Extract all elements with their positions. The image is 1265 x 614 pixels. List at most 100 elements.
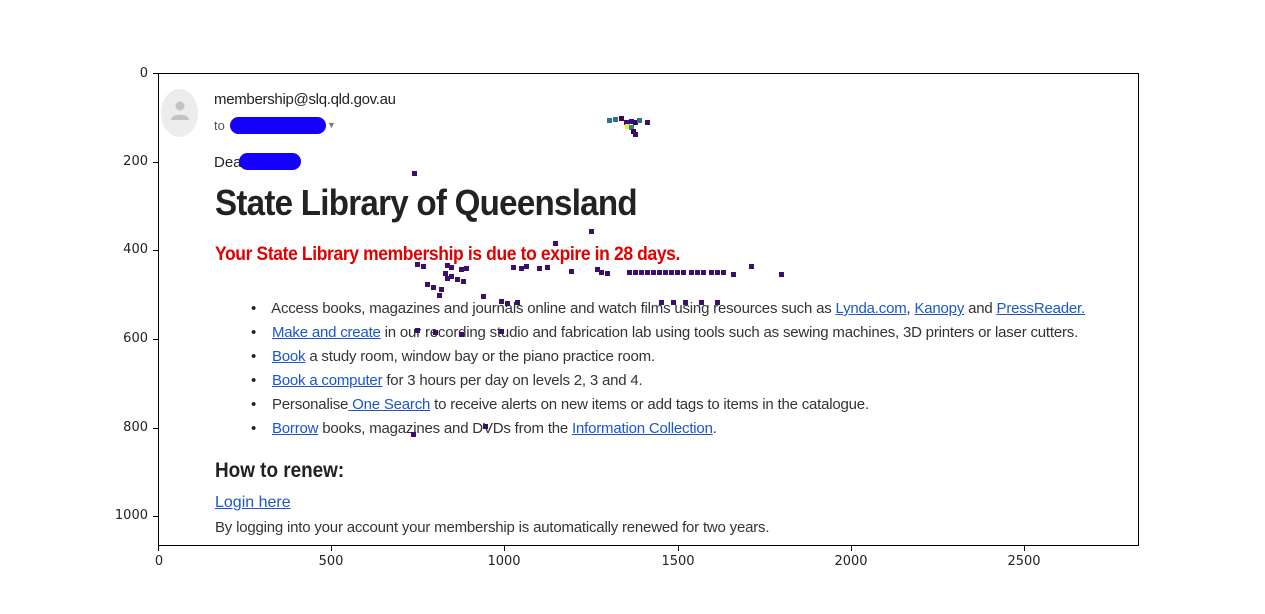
noise-pixel: [657, 270, 662, 275]
noise-pixel: [431, 285, 436, 290]
y-tick-label: 200: [123, 154, 148, 169]
to-prefix: to: [214, 118, 225, 133]
noise-pixel: [701, 270, 706, 275]
noise-pixel: [481, 294, 486, 299]
name-redaction: [239, 153, 301, 170]
noise-pixel: [505, 301, 510, 306]
noise-pixel: [651, 270, 656, 275]
noise-pixel: [633, 270, 638, 275]
noise-pixel: [515, 300, 520, 305]
noise-pixel: [633, 120, 638, 125]
noise-pixel: [663, 270, 668, 275]
noise-pixel: [524, 264, 529, 269]
list-item: Access books, magazines and journals onl…: [251, 297, 1085, 321]
noise-pixel: [437, 293, 442, 298]
list-item: Borrow books, magazines and DVDs from th…: [251, 417, 1085, 441]
noise-pixel: [499, 299, 504, 304]
list-item: Book a computer for 3 hours per day on l…: [251, 369, 1085, 393]
y-tick-mark: [153, 73, 158, 74]
noise-pixel: [553, 241, 558, 246]
noise-pixel: [449, 274, 454, 279]
noise-pixel: [537, 266, 542, 271]
book-room-link[interactable]: Book: [271, 348, 306, 365]
noise-pixel: [779, 272, 784, 277]
benefit-text: for 3 hours per day on levels 2, 3 and 4…: [382, 372, 643, 389]
noise-pixel: [425, 282, 430, 287]
x-tick-label: 1000: [487, 554, 521, 569]
y-tick-mark: [153, 250, 158, 251]
noise-pixel: [731, 272, 736, 277]
x-tick-label: 2500: [1007, 554, 1041, 569]
noise-pixel: [637, 118, 642, 123]
one-search-link[interactable]: One Search: [348, 396, 431, 413]
benefit-text: .: [712, 420, 717, 437]
login-link[interactable]: Login here: [215, 494, 291, 511]
noise-pixel: [629, 125, 634, 130]
noise-pixel: [659, 300, 664, 305]
renew-text: By logging into your account your member…: [215, 519, 770, 536]
noise-pixel: [483, 424, 488, 429]
y-tick-mark: [153, 516, 158, 517]
kanopy-link[interactable]: Kanopy: [914, 300, 965, 317]
noise-pixel: [671, 300, 676, 305]
list-item: Personalise One Search to receive alerts…: [251, 393, 1085, 417]
pressreader-link[interactable]: PressReader.: [996, 300, 1086, 317]
noise-pixel: [631, 129, 636, 134]
noise-pixel: [415, 262, 420, 267]
noise-pixel: [669, 270, 674, 275]
noise-pixel: [415, 328, 420, 333]
noise-pixel: [445, 263, 450, 268]
recipient-redaction: [230, 117, 326, 134]
noise-pixel: [695, 270, 700, 275]
noise-pixel: [627, 270, 632, 275]
noise-pixel: [689, 270, 694, 275]
x-tick-label: 1500: [661, 554, 695, 569]
noise-pixel: [683, 300, 688, 305]
noise-pixel: [645, 270, 650, 275]
x-tick-mark: [678, 546, 679, 551]
noise-pixel: [675, 270, 680, 275]
noise-pixel: [721, 270, 726, 275]
y-tick-label: 800: [123, 420, 148, 435]
y-tick-mark: [153, 428, 158, 429]
benefit-text: in our recording studio and fabrication …: [380, 324, 1079, 341]
x-tick-label: 500: [318, 554, 344, 569]
noise-pixel: [411, 432, 416, 437]
noise-pixel: [589, 229, 594, 234]
x-tick-mark: [331, 546, 332, 551]
caret-down-icon[interactable]: ▼: [327, 120, 336, 130]
information-collection-link[interactable]: Information Collection: [572, 420, 713, 437]
recipient-line: to: [214, 118, 225, 133]
benefit-text: Personalise: [271, 396, 349, 413]
x-tick-label: 0: [154, 554, 164, 569]
noise-pixel: [449, 265, 454, 270]
noise-pixel: [613, 117, 618, 122]
noise-pixel: [412, 171, 417, 176]
noise-pixel: [439, 287, 444, 292]
book-computer-link[interactable]: Book a computer: [271, 372, 383, 389]
library-heading: State Library of Queensland: [215, 182, 638, 223]
person-icon: [170, 99, 190, 128]
noise-pixel: [445, 276, 450, 281]
benefit-separator: and: [964, 300, 997, 317]
x-tick-label: 2000: [834, 554, 868, 569]
renew-heading: How to renew:: [215, 459, 345, 482]
x-tick-mark: [158, 546, 159, 551]
noise-pixel: [459, 267, 464, 272]
y-tick-mark: [153, 339, 158, 340]
make-and-create-link[interactable]: Make and create: [271, 324, 381, 341]
noise-pixel: [605, 271, 610, 276]
noise-pixel: [595, 267, 600, 272]
list-item: Book a study room, window bay or the pia…: [251, 345, 1085, 369]
noise-pixel: [433, 330, 438, 335]
noise-pixel: [545, 265, 550, 270]
y-tick-label: 600: [123, 331, 148, 346]
benefit-text: books, magazines and DVDs from the: [318, 420, 573, 437]
noise-pixel: [715, 300, 720, 305]
lynda-link[interactable]: Lynda.com: [835, 300, 907, 317]
borrow-link[interactable]: Borrow: [271, 420, 319, 437]
x-tick-mark: [504, 546, 505, 551]
benefits-list: Access books, magazines and journals onl…: [251, 297, 1085, 441]
noise-pixel: [681, 270, 686, 275]
noise-pixel: [461, 279, 466, 284]
